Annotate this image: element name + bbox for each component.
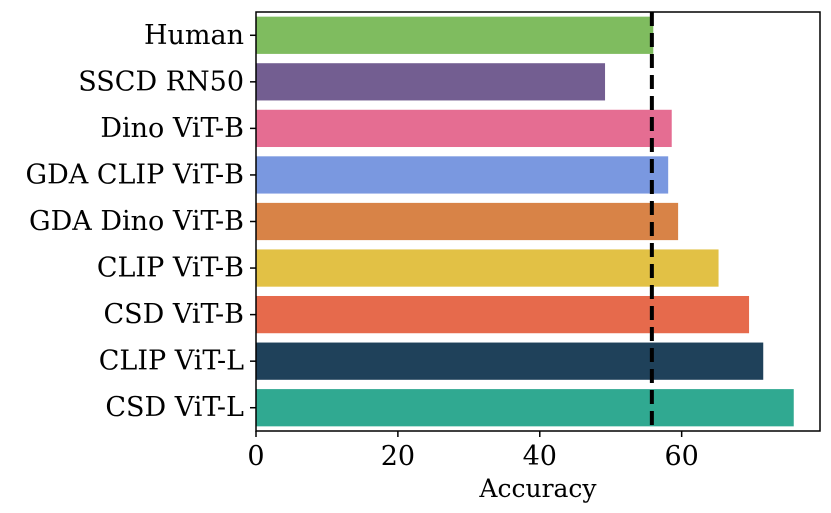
y-tick-label: CSD ViT-B	[103, 299, 244, 330]
y-tick-label: SSCD RN50	[78, 66, 244, 97]
bar-csd-vit-b	[256, 295, 750, 334]
y-tick-label: Dino ViT-B	[100, 113, 244, 144]
x-tick-label: 40	[523, 441, 557, 472]
bar-gda-dino-vit-b	[256, 202, 679, 241]
x-tick-label: 0	[247, 441, 264, 472]
x-axis-ticks: 0 20 40 60	[247, 431, 699, 472]
y-tick-label: GDA Dino ViT-B	[29, 206, 244, 237]
bar-clip-vit-b	[256, 249, 719, 287]
y-axis-labels: Human SSCD RN50 Dino ViT-B GDA CLIP ViT-B GD…	[26, 20, 256, 423]
y-tick-label: Human	[144, 20, 244, 51]
y-tick-label: CSD ViT-L	[105, 392, 244, 423]
x-axis-title: Accuracy	[478, 474, 597, 503]
bars-group	[256, 16, 794, 427]
bar-human	[256, 16, 654, 54]
y-tick-label: CLIP ViT-B	[97, 253, 244, 284]
bar-clip-vit-l	[256, 342, 764, 380]
bar-gda-clip-vit-b	[256, 156, 669, 194]
y-tick-label: GDA CLIP ViT-B	[26, 159, 244, 190]
bar-dino-vit-b	[256, 109, 672, 148]
y-tick-label: CLIP ViT-L	[99, 346, 244, 377]
bar-csd-vit-l	[256, 389, 794, 427]
x-tick-label: 20	[381, 441, 415, 472]
bar-sscd-rn50	[256, 63, 606, 101]
x-tick-label: 60	[664, 441, 698, 472]
